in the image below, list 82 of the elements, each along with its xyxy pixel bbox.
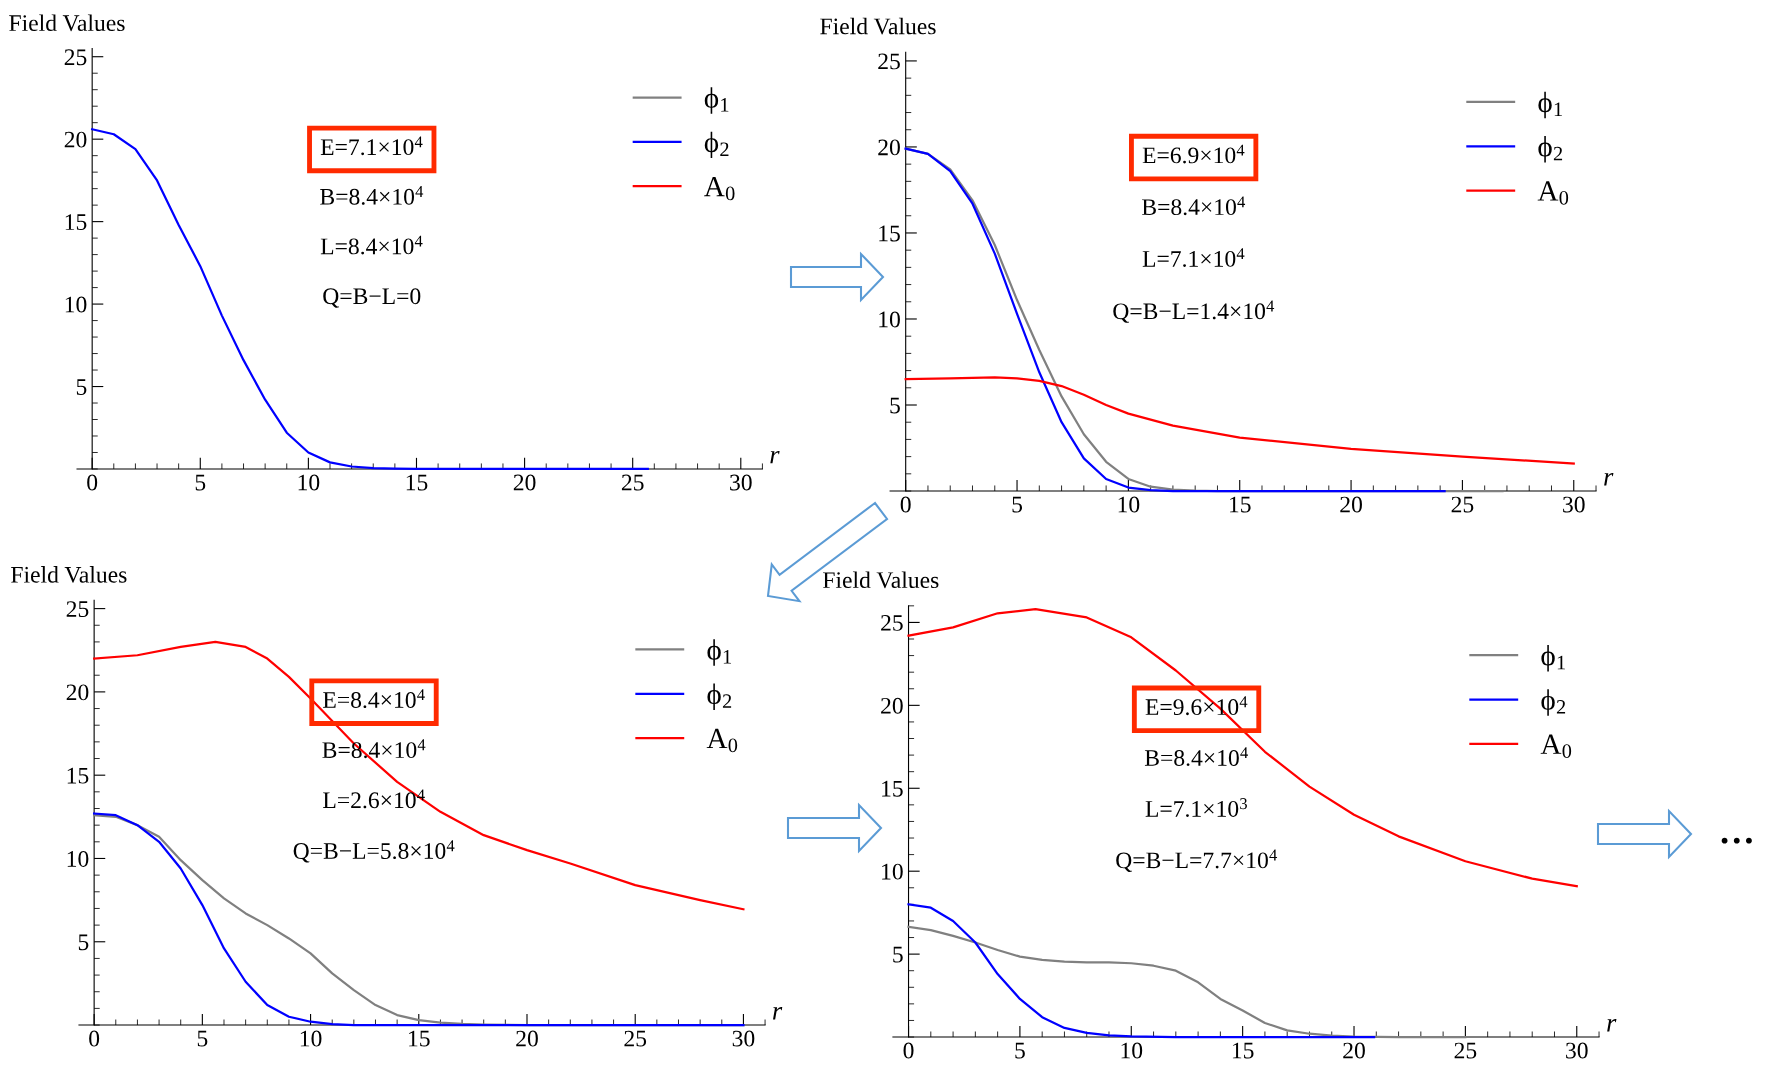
y-tick-label: 5 bbox=[893, 946, 903, 963]
x-axis-title: r bbox=[773, 1007, 783, 1020]
y-axis-title: Field Values bbox=[823, 571, 939, 589]
x-axis-title: r bbox=[770, 450, 780, 464]
x-axis-title: r bbox=[1607, 1018, 1617, 1032]
y-tick-label: 15 bbox=[882, 780, 903, 797]
x-tick-label: 10 bbox=[1121, 1042, 1143, 1059]
y-axis-title: Field Values bbox=[820, 17, 936, 35]
x-tick-label: 0 bbox=[89, 1030, 100, 1047]
legend-label: ϕ$_{1}$ bbox=[1541, 645, 1565, 672]
annotation: Q=B−L=0 bbox=[323, 288, 421, 308]
y-tick-label: 5 bbox=[890, 397, 900, 414]
x-tick-label: 25 bbox=[1451, 496, 1474, 513]
y-tick-label: 20 bbox=[66, 684, 89, 701]
y-tick-label: 15 bbox=[65, 214, 87, 231]
x-tick-label: 0 bbox=[903, 1042, 914, 1059]
legend-label: ϕ$_{1}$ bbox=[707, 639, 732, 666]
y-tick-label: 25 bbox=[64, 49, 87, 66]
x-tick-label: 30 bbox=[1566, 1042, 1588, 1059]
x-tick-label: 5 bbox=[1015, 1042, 1025, 1059]
y-tick-label: 15 bbox=[67, 767, 89, 784]
x-tick-label: 25 bbox=[621, 474, 644, 491]
x-tick-label: 25 bbox=[624, 1030, 647, 1047]
legend-label: A$_{0}$ bbox=[1540, 734, 1572, 759]
annotation: Q=B−L=7.7×10$^{4}$ bbox=[1116, 849, 1278, 872]
x-tick-label: 15 bbox=[1232, 1042, 1254, 1059]
legend-label: ϕ$_{1}$ bbox=[704, 87, 729, 114]
y-tick-label: 25 bbox=[66, 601, 89, 618]
annotation: E=8.4×10$^{4}$ bbox=[323, 689, 425, 709]
x-tick-label: 30 bbox=[730, 474, 752, 491]
legend-label: ϕ$_{1}$ bbox=[1538, 91, 1562, 119]
legend-label: ϕ$_{2}$ bbox=[1538, 136, 1563, 163]
x-tick-label: 10 bbox=[298, 474, 320, 491]
annotation: B=8.4×10$^{4}$ bbox=[1144, 747, 1248, 767]
legend-label: A$_{0}$ bbox=[704, 176, 735, 201]
x-tick-label: 30 bbox=[732, 1030, 755, 1047]
y-tick-label: 10 bbox=[67, 850, 89, 867]
x-tick-label: 30 bbox=[1563, 496, 1585, 513]
y-tick-label: 20 bbox=[64, 131, 87, 148]
annotation: Q=B−L=1.4×10$^{4}$ bbox=[1113, 300, 1275, 323]
y-axis-title: Field Values bbox=[9, 14, 125, 32]
y-tick-label: 20 bbox=[878, 139, 900, 156]
annotation: E=7.1×10$^{4}$ bbox=[320, 136, 423, 156]
y-tick-label: 10 bbox=[65, 296, 87, 313]
legend-label: ϕ$_{2}$ bbox=[704, 131, 729, 159]
x-tick-label: 20 bbox=[513, 474, 536, 491]
y-tick-label: 15 bbox=[879, 225, 900, 242]
y-tick-label: 5 bbox=[78, 934, 89, 951]
x-tick-label: 5 bbox=[195, 474, 206, 491]
annotation: L=7.1×10$^{4}$ bbox=[1142, 248, 1245, 267]
text: … bbox=[1721, 837, 1752, 844]
x-tick-label: 20 bbox=[516, 1030, 538, 1047]
x-tick-label: 0 bbox=[87, 474, 98, 491]
y-tick-label: 25 bbox=[878, 53, 900, 70]
x-tick-label: 5 bbox=[197, 1030, 208, 1047]
annotation: L=8.4×10$^{4}$ bbox=[320, 235, 423, 255]
y-tick-label: 20 bbox=[881, 697, 903, 714]
annotation: Q=B−L=5.8×10$^{4}$ bbox=[293, 840, 455, 863]
x-tick-label: 0 bbox=[900, 496, 911, 513]
x-tick-label: 5 bbox=[1012, 496, 1023, 513]
x-axis-title: r bbox=[1604, 472, 1614, 486]
x-tick-label: 25 bbox=[1454, 1042, 1477, 1059]
x-tick-label: 20 bbox=[1340, 496, 1362, 513]
legend-label: ϕ$_{2}$ bbox=[1541, 689, 1566, 716]
x-tick-label: 15 bbox=[406, 474, 428, 491]
legend-label: ϕ$_{2}$ bbox=[707, 683, 732, 711]
x-tick-label: 15 bbox=[1230, 496, 1251, 513]
y-tick-label: 10 bbox=[879, 311, 900, 328]
legend-label: A$_{0}$ bbox=[1537, 181, 1569, 205]
annotation: B=8.4×10$^{4}$ bbox=[1142, 196, 1246, 216]
y-axis-title: Field Values bbox=[11, 566, 127, 583]
annotation: B=8.4×10$^{4}$ bbox=[320, 186, 424, 205]
annotation: L=7.1×10$^{3}$ bbox=[1145, 798, 1247, 817]
annotation: E=6.9×10$^{4}$ bbox=[1142, 144, 1245, 164]
y-tick-label: 5 bbox=[76, 379, 87, 395]
y-tick-label: 25 bbox=[881, 614, 903, 631]
legend-label: A$_{0}$ bbox=[706, 728, 738, 753]
x-tick-label: 15 bbox=[409, 1030, 430, 1047]
x-tick-label: 10 bbox=[1118, 496, 1140, 513]
x-tick-label: 20 bbox=[1343, 1042, 1365, 1059]
y-tick-label: 10 bbox=[882, 863, 903, 880]
x-tick-label: 10 bbox=[300, 1030, 322, 1047]
